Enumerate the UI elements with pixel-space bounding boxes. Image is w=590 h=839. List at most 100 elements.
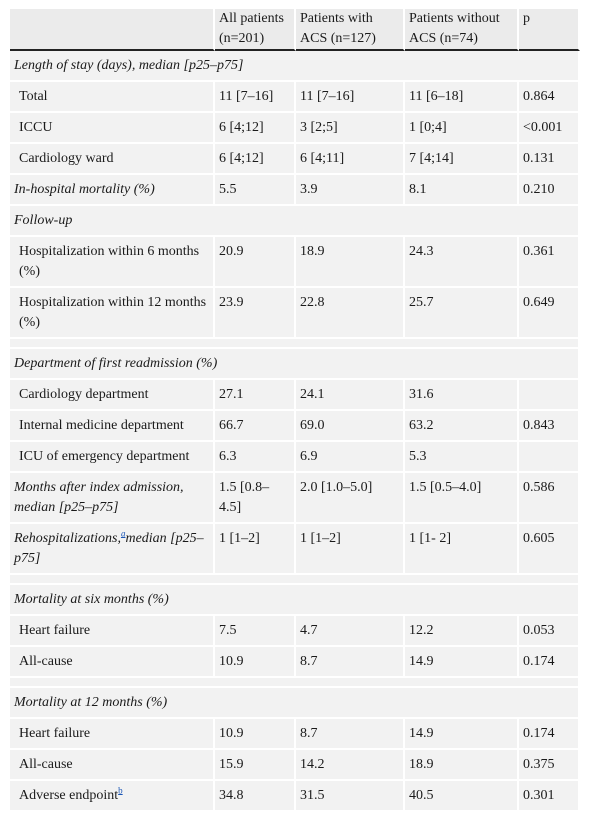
section-title: Department of first readmission (%): [10, 349, 580, 380]
cell-with-acs: 8.7: [296, 647, 405, 678]
table-row: Heart failure 7.5 4.7 12.2 0.053: [10, 616, 580, 647]
cell-p-value: [519, 442, 580, 473]
cell-with-acs: 18.9: [296, 237, 405, 288]
row-label: ICCU: [10, 113, 215, 144]
table-header: All patients (n=201) Patients with ACS (…: [10, 9, 580, 51]
cell-with-acs: 24.1: [296, 380, 405, 411]
cell-without-acs: 7 [4;14]: [405, 144, 519, 175]
table-row: Hospitalization within 12 months (%) 23.9…: [10, 288, 580, 339]
cell-without-acs: 18.9: [405, 750, 519, 781]
cell-with-acs: 3.9: [296, 175, 405, 206]
row-label-text: ICCU: [19, 120, 53, 135]
cell-all-patients: 1.5 [0.8–4.5]: [215, 473, 296, 524]
cell-without-acs: 14.9: [405, 647, 519, 678]
outcomes-table: All patients (n=201) Patients with ACS (…: [10, 9, 580, 812]
cell-p-value: 0.131: [519, 144, 580, 175]
table-row: Adverse endpointb 34.8 31.5 40.5 0.301: [10, 781, 580, 812]
cell-all-patients: 5.5: [215, 175, 296, 206]
row-label-text: Internal medicine department: [19, 418, 184, 433]
cell-without-acs: 14.9: [405, 719, 519, 750]
cell-all-patients: 7.5: [215, 616, 296, 647]
row-label-text: Heart failure: [19, 726, 91, 741]
row-label: All-cause: [10, 750, 215, 781]
cell-with-acs: 1 [1–2]: [296, 524, 405, 575]
cell-with-acs: 8.7: [296, 719, 405, 750]
row-label-text: All-cause: [19, 654, 73, 669]
cell-without-acs: 1.5 [0.5–4.0]: [405, 473, 519, 524]
footnote-link[interactable]: a: [120, 528, 126, 539]
row-label: Hospitalization within 6 months (%): [10, 237, 215, 288]
cell-all-patients: 6.3: [215, 442, 296, 473]
spacer-cell: [10, 339, 580, 349]
table-row: In-hospital mortality (%) 5.5 3.9 8.1 0.210: [10, 175, 580, 206]
cell-p-value: 0.174: [519, 647, 580, 678]
section-title: Follow-up: [10, 206, 580, 237]
cell-all-patients: 23.9: [215, 288, 296, 339]
cell-all-patients: 6 [4;12]: [215, 144, 296, 175]
row-label: Heart failure: [10, 616, 215, 647]
spacer-row: [10, 678, 580, 688]
cell-without-acs: 31.6: [405, 380, 519, 411]
spacer-row: [10, 339, 580, 349]
cell-p-value: <0.001: [519, 113, 580, 144]
cell-with-acs: 31.5: [296, 781, 405, 812]
section-header-row: Department of first readmission (%): [10, 349, 580, 380]
header-cell-all-patients: All patients (n=201): [215, 9, 296, 51]
cell-p-value: 0.864: [519, 82, 580, 113]
table-row: Cardiology department 27.1 24.1 31.6: [10, 380, 580, 411]
cell-with-acs: 4.7: [296, 616, 405, 647]
spacer-row: [10, 575, 580, 585]
cell-p-value: 0.301: [519, 781, 580, 812]
row-label: ICU of emergency department: [10, 442, 215, 473]
table-row: Total 11 [7–16] 11 [7–16] 11 [6–18] 0.864: [10, 82, 580, 113]
row-label-text-continued: median [p25–p75]: [14, 531, 204, 566]
cell-without-acs: 5.3: [405, 442, 519, 473]
section-header-row: Length of stay (days), median [p25–p75]: [10, 51, 580, 82]
table-row: ICU of emergency department 6.3 6.9 5.3: [10, 442, 580, 473]
cell-all-patients: 20.9: [215, 237, 296, 288]
spacer-cell: [10, 575, 580, 585]
section-title: Mortality at 12 months (%): [10, 688, 580, 719]
table-row: Internal medicine department 66.7 69.0 63.2…: [10, 411, 580, 442]
row-label: Internal medicine department: [10, 411, 215, 442]
cell-p-value: 0.649: [519, 288, 580, 339]
cell-all-patients: 34.8: [215, 781, 296, 812]
row-label-text: Cardiology ward: [19, 151, 114, 166]
section-title: Length of stay (days), median [p25–p75]: [10, 51, 580, 82]
row-label-text: In-hospital mortality (%): [14, 182, 155, 197]
cell-p-value: 0.843: [519, 411, 580, 442]
cell-without-acs: 11 [6–18]: [405, 82, 519, 113]
cell-with-acs: 6 [4;11]: [296, 144, 405, 175]
cell-p-value: [519, 380, 580, 411]
table-row: All-cause 10.9 8.7 14.9 0.174: [10, 647, 580, 678]
section-header-row: Follow-up: [10, 206, 580, 237]
section-header-row: Mortality at 12 months (%): [10, 688, 580, 719]
cell-without-acs: 1 [1- 2]: [405, 524, 519, 575]
table-row: All-cause 15.9 14.2 18.9 0.375: [10, 750, 580, 781]
cell-without-acs: 8.1: [405, 175, 519, 206]
row-label-text: Cardiology department: [19, 387, 149, 402]
cell-all-patients: 6 [4;12]: [215, 113, 296, 144]
footnote-link[interactable]: b: [118, 785, 123, 796]
cell-without-acs: 63.2: [405, 411, 519, 442]
cell-all-patients: 66.7: [215, 411, 296, 442]
table-body: Length of stay (days), median [p25–p75] T…: [10, 51, 580, 812]
cell-p-value: 0.210: [519, 175, 580, 206]
cell-without-acs: 25.7: [405, 288, 519, 339]
cell-with-acs: 2.0 [1.0–5.0]: [296, 473, 405, 524]
cell-with-acs: 69.0: [296, 411, 405, 442]
cell-all-patients: 15.9: [215, 750, 296, 781]
cell-p-value: 0.174: [519, 719, 580, 750]
row-label: Cardiology department: [10, 380, 215, 411]
row-label: Heart failure: [10, 719, 215, 750]
table-row: Months after index admission, median [p2…: [10, 473, 580, 524]
cell-without-acs: 12.2: [405, 616, 519, 647]
table-row: Hospitalization within 6 months (%) 20.9 1…: [10, 237, 580, 288]
header-cell-variable: [10, 9, 215, 51]
cell-p-value: 0.361: [519, 237, 580, 288]
table-row: ICCU 6 [4;12] 3 [2;5] 1 [0;4] <0.001: [10, 113, 580, 144]
row-label-text: Months after index admission, median [p2…: [14, 480, 184, 515]
table-row: Heart failure 10.9 8.7 14.9 0.174: [10, 719, 580, 750]
cell-p-value: 0.605: [519, 524, 580, 575]
